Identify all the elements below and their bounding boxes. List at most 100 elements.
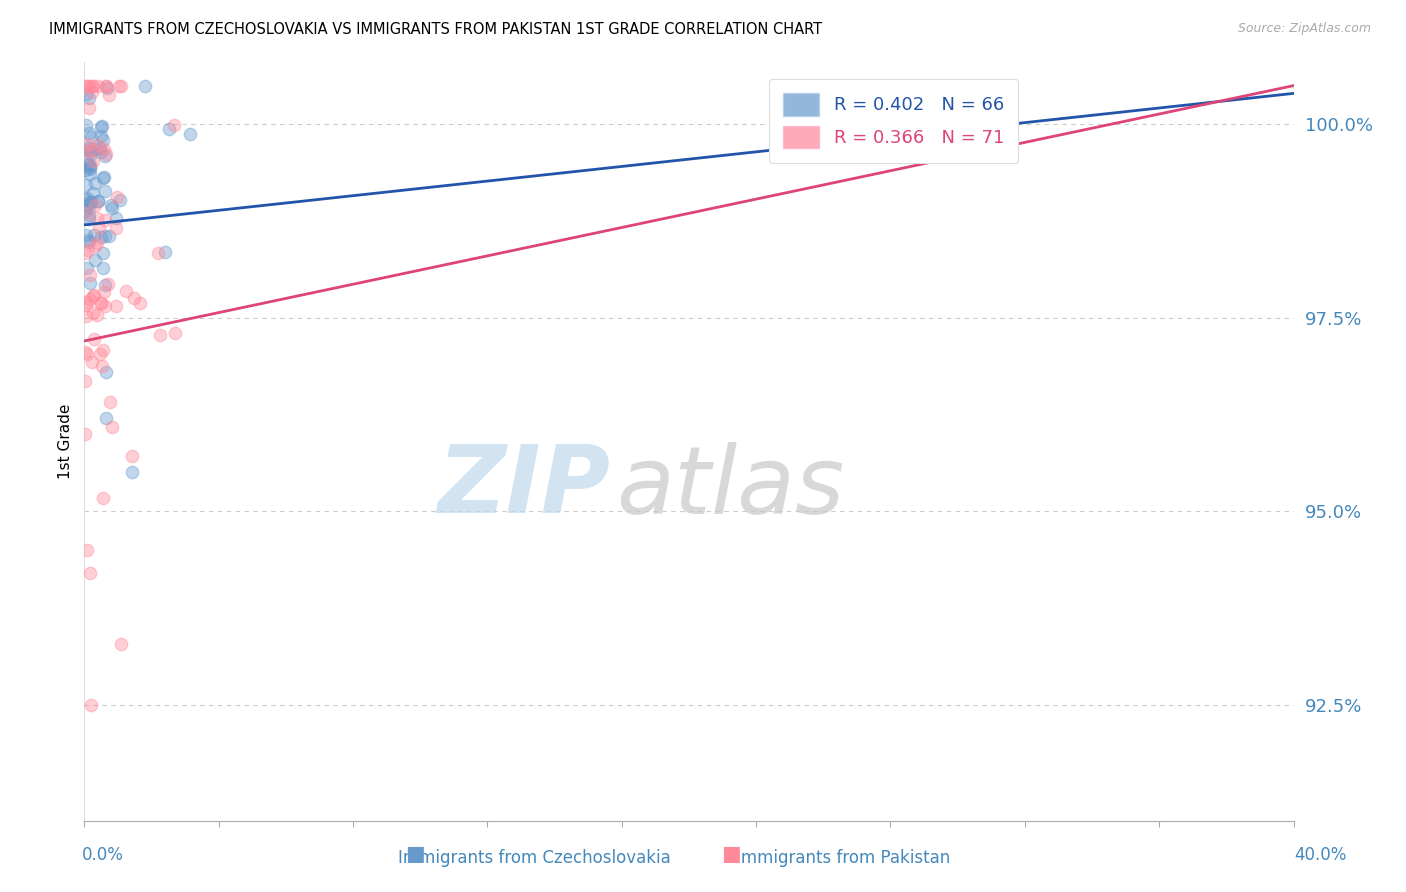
Point [87, 138, 110, 153]
Point [75, 426, 97, 441]
Point [77, 78, 100, 93]
Point [76, 157, 98, 171]
Point [90, 296, 112, 310]
Point [90, 145, 112, 159]
Point [73, 144, 96, 158]
Point [77, 233, 100, 247]
Point [83, 288, 105, 302]
Point [73, 204, 96, 219]
Point [157, 122, 180, 136]
Text: 40.0%: 40.0% [1295, 846, 1347, 863]
Point [110, 636, 132, 650]
Point [91, 133, 114, 147]
Point [89, 141, 111, 155]
Text: ZIP: ZIP [437, 441, 610, 533]
Point [83, 238, 105, 252]
Point [134, 78, 156, 93]
Point [94, 149, 117, 163]
Legend: R = 0.402   N = 66, R = 0.366   N = 71: R = 0.402 N = 66, R = 0.366 N = 71 [769, 79, 1018, 163]
Point [129, 295, 152, 310]
Point [83, 142, 105, 156]
Point [83, 332, 105, 346]
Point [93, 491, 115, 506]
Text: 0.0%: 0.0% [82, 846, 124, 863]
Point [82, 289, 104, 303]
Point [86, 235, 108, 250]
Point [75, 309, 97, 323]
Point [76, 294, 98, 309]
Point [93, 285, 115, 299]
Point [146, 246, 169, 260]
Point [76, 243, 98, 257]
Point [83, 177, 105, 191]
Point [75, 78, 97, 93]
Point [163, 118, 186, 132]
Point [94, 212, 117, 227]
Point [80, 698, 103, 712]
Point [110, 78, 132, 93]
Point [94, 78, 117, 93]
Point [82, 154, 104, 169]
Point [76, 542, 98, 557]
Text: ■: ■ [405, 845, 425, 864]
Point [179, 128, 201, 142]
Point [75, 228, 97, 243]
Point [80, 144, 103, 158]
Y-axis label: 1st Grade: 1st Grade [58, 404, 73, 479]
Point [94, 78, 117, 93]
Point [86, 211, 108, 226]
Point [79, 195, 101, 210]
Point [75, 143, 97, 157]
Point [93, 170, 115, 185]
Point [76, 141, 98, 155]
Point [75, 345, 97, 359]
Point [75, 87, 97, 102]
Point [108, 78, 131, 93]
Point [80, 146, 103, 161]
Point [73, 374, 96, 388]
Point [90, 120, 112, 134]
Point [77, 157, 100, 171]
Point [121, 466, 143, 480]
Point [105, 211, 128, 225]
Point [75, 298, 97, 312]
Point [76, 191, 98, 205]
Text: ■: ■ [721, 845, 741, 864]
Point [80, 78, 103, 93]
Point [104, 221, 127, 235]
Point [86, 308, 108, 322]
Point [77, 212, 100, 227]
Text: Source: ZipAtlas.com: Source: ZipAtlas.com [1237, 22, 1371, 36]
Point [87, 221, 110, 235]
Point [105, 189, 128, 203]
Point [91, 245, 114, 260]
Point [80, 130, 103, 145]
Point [91, 343, 114, 357]
Point [94, 299, 117, 313]
Point [79, 167, 101, 181]
Point [73, 246, 96, 260]
Point [82, 306, 104, 320]
Point [153, 245, 176, 260]
Point [101, 201, 124, 215]
Point [90, 230, 112, 244]
Point [79, 161, 101, 176]
Point [79, 268, 101, 282]
Point [77, 235, 100, 249]
Text: Immigrants from Pakistan: Immigrants from Pakistan [737, 849, 950, 867]
Point [87, 78, 110, 93]
Point [82, 186, 104, 201]
Point [76, 260, 98, 275]
Text: Immigrants from Czechoslovakia: Immigrants from Czechoslovakia [398, 849, 671, 867]
Point [79, 566, 101, 580]
Point [79, 194, 101, 209]
Point [93, 261, 115, 276]
Point [77, 126, 100, 140]
Point [83, 227, 105, 242]
Point [94, 184, 117, 198]
Point [114, 284, 136, 298]
Point [84, 198, 107, 212]
Point [76, 137, 98, 152]
Point [98, 395, 121, 409]
Point [76, 197, 98, 211]
